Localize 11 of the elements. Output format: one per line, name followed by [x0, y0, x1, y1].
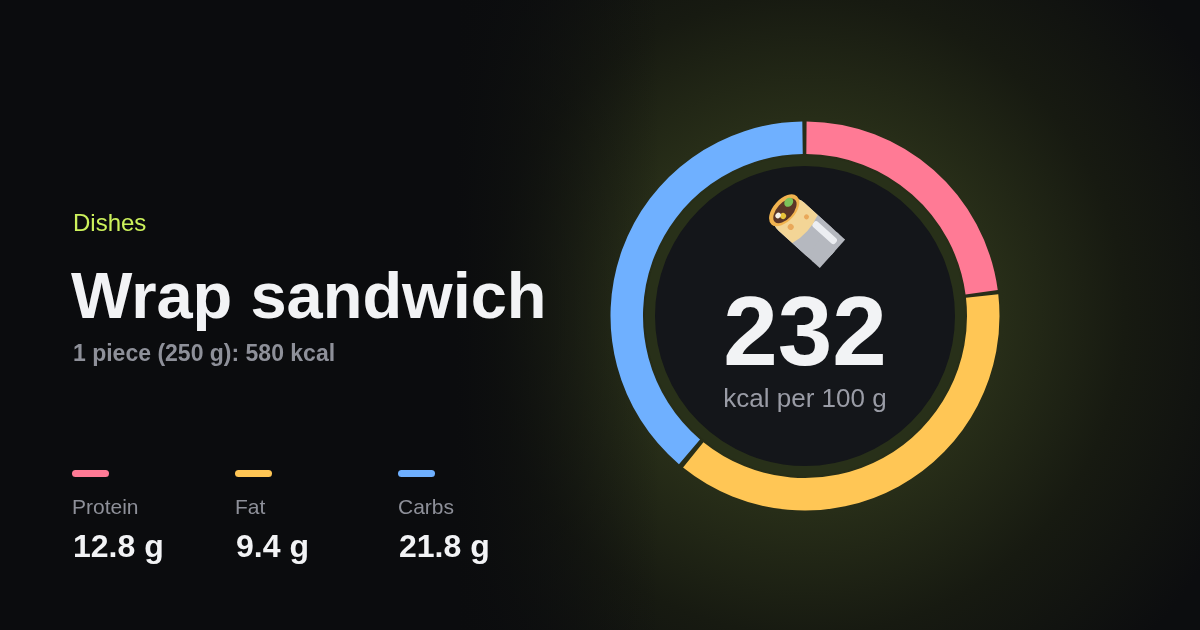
- legend-label: Fat: [235, 495, 267, 518]
- text: 12.8 g: [73, 528, 164, 564]
- text: 21.8 g: [399, 528, 490, 564]
- text: kcal per 100 g: [722, 383, 888, 413]
- text: Dishes: [73, 209, 147, 236]
- legend-label: Protein: [72, 495, 139, 518]
- text: 1 piece (250 g): 580 kcal: [73, 340, 336, 366]
- text: 232: [722, 276, 888, 386]
- legend-label: Carbs: [398, 495, 455, 518]
- text: 9.4 g: [236, 528, 309, 564]
- text: Wrap sandwich: [71, 259, 547, 332]
